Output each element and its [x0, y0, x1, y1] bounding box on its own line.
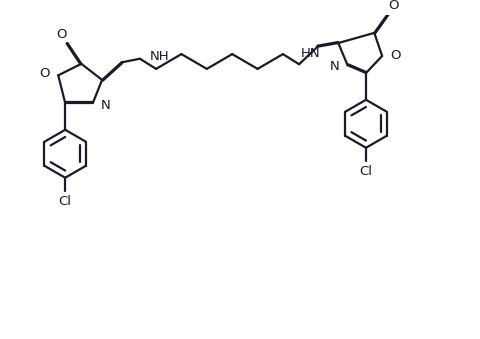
Text: N: N	[101, 99, 111, 112]
Text: Cl: Cl	[359, 165, 372, 178]
Text: O: O	[57, 28, 67, 41]
Text: O: O	[390, 49, 400, 62]
Text: HN: HN	[300, 47, 320, 60]
Text: N: N	[329, 60, 338, 73]
Text: Cl: Cl	[59, 195, 72, 208]
Text: O: O	[39, 66, 50, 80]
Text: NH: NH	[150, 51, 169, 63]
Text: O: O	[388, 0, 398, 12]
